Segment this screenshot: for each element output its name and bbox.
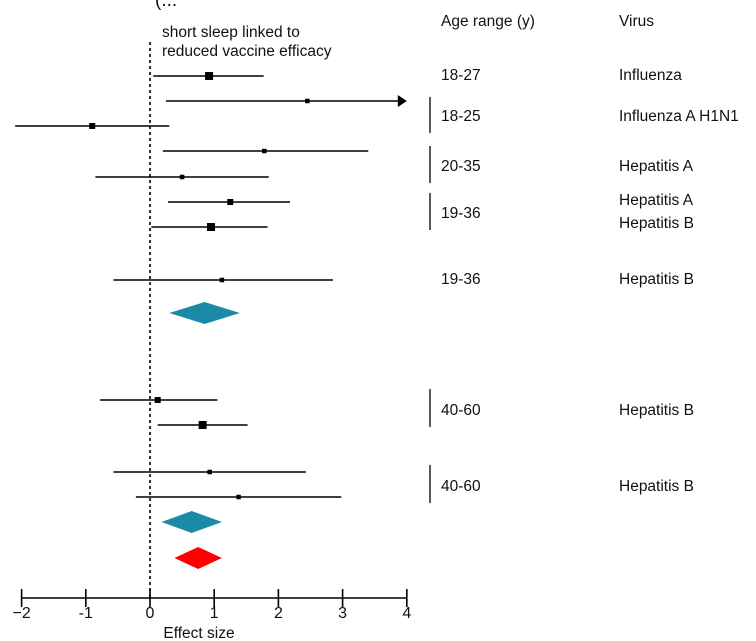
column-header-age: Age range (y) (441, 13, 535, 30)
point-estimate-4 (262, 148, 267, 154)
point-estimate-9 (154, 397, 161, 403)
point-estimate-3 (89, 123, 96, 129)
study-table: 18-27 Influenza 18-25 Influenza A H1N1 20-35… (429, 67, 739, 503)
x-tick-label-2: -1 (79, 605, 93, 622)
x-tick-label-1: −2 (12, 605, 30, 622)
x-tick-label-7: 4 (402, 605, 411, 622)
point-estimate-8 (219, 277, 225, 283)
column-header-virus: Virus (619, 13, 654, 30)
age-range-4: 19-36 (441, 205, 481, 222)
virus-1-1: Influenza (619, 67, 682, 84)
point-estimate-5 (179, 174, 185, 180)
overall-diamond (174, 547, 222, 569)
annotation-line-2: reduced vaccine efficacy (162, 43, 332, 60)
subgroup-diamond-2 (161, 511, 222, 533)
x-axis: −2 -1 0 1 2 3 4 (12, 589, 411, 622)
point-estimate-7 (206, 223, 215, 231)
age-range-5: 19-36 (441, 271, 481, 288)
ci-arrow-2 (397, 95, 407, 107)
virus-3-1: Hepatitis A (619, 158, 694, 175)
plot-marks (15, 72, 407, 569)
x-axis-label: Effect size (163, 625, 234, 641)
x-tick-label-6: 3 (338, 605, 347, 622)
virus-4-1: Hepatitis A (619, 192, 694, 209)
age-range-7: 40-60 (441, 478, 481, 495)
point-estimate-12 (236, 494, 241, 500)
point-estimate-10 (198, 421, 207, 429)
virus-6-1: Hepatitis B (619, 402, 694, 419)
virus-2-1: Influenza A H1N1 (619, 108, 739, 125)
x-tick-label-3: 0 (146, 605, 155, 622)
virus-5-1: Hepatitis B (619, 271, 694, 288)
point-estimate-6 (227, 199, 234, 205)
annotation-line-1: short sleep linked to (162, 24, 300, 41)
point-estimate-1 (205, 72, 214, 80)
age-range-3: 20-35 (441, 158, 481, 175)
point-estimate-11 (207, 469, 212, 475)
virus-4-2: Hepatitis B (619, 215, 694, 232)
chart-title: (... (155, 0, 177, 11)
virus-7-1: Hepatitis B (619, 478, 694, 495)
age-range-6: 40-60 (441, 402, 481, 419)
subgroup-diamond-1 (169, 302, 240, 324)
point-estimate-2 (305, 98, 310, 104)
x-tick-label-5: 2 (274, 605, 283, 622)
age-range-1: 18-27 (441, 67, 481, 84)
x-tick-label-4: 1 (210, 605, 219, 622)
age-range-2: 18-25 (441, 108, 481, 125)
